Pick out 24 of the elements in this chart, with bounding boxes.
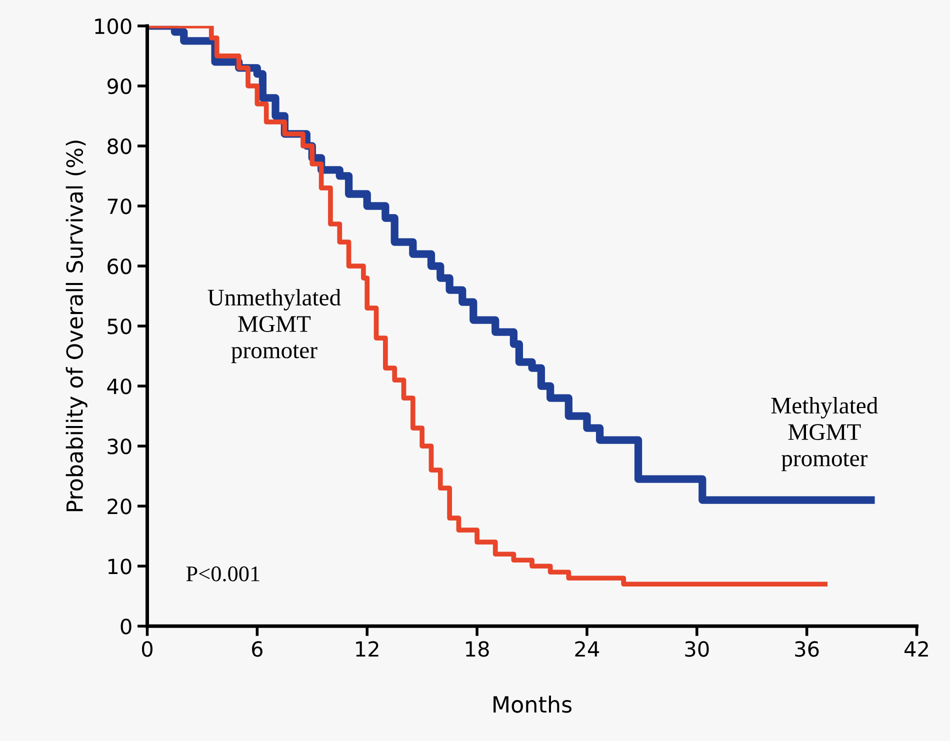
y-tick-label: 60 [108,258,132,274]
x-axis-title: Months [494,696,572,713]
y-tick-label: 30 [108,438,132,454]
y-tick-label: 70 [108,198,132,214]
annotation: P<0.001 [186,566,260,582]
series-label: Methylated MGMT promoter [771,397,878,472]
y-axis-title: Probability of Overall Survival (%) [66,140,88,512]
y-tick-label: 90 [107,78,132,94]
x-tick-label: 0 [142,641,152,657]
x-tick-label: 42 [904,641,928,657]
x-tick-label: 30 [685,641,709,657]
series-label: Unmethylated MGMT promoter [208,288,341,364]
y-tick-label: 80 [108,138,132,154]
x-tick-label: 12 [356,641,378,657]
y-tick-label: 100 [95,18,132,34]
x-tick-label: 6 [252,641,262,657]
x-tick-label: 18 [466,641,489,657]
y-tick-label: 50 [108,318,132,334]
x-tick-label: 24 [575,641,600,657]
x-tick-label: 36 [795,641,819,657]
y-tick-label: 10 [108,558,132,574]
y-tick-label: 20 [108,498,132,514]
y-tick-label: 0 [120,618,132,634]
y-tick-label: 40 [107,378,132,394]
